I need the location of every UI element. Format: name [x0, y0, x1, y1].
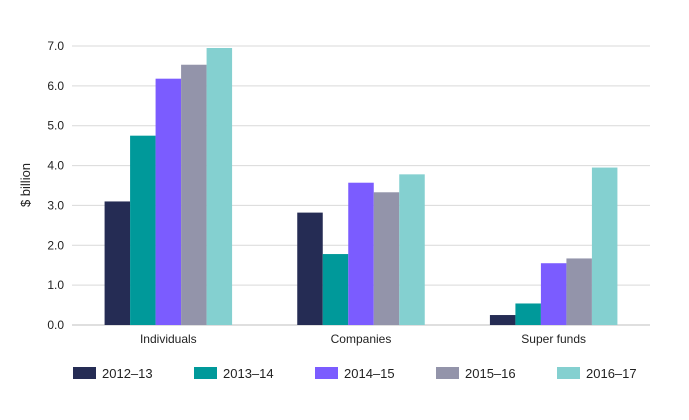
bar [206, 47, 233, 325]
bar [181, 64, 207, 326]
y-tick-label: 5.0 [47, 119, 64, 133]
y-tick-labels: 0.0 1.0 2.0 3.0 4.0 5.0 6.0 7.0 [47, 39, 64, 332]
bar [297, 212, 323, 325]
category-labels: Individuals Companies Super funds [140, 332, 586, 346]
category-label: Individuals [140, 332, 197, 346]
legend-swatch [194, 367, 217, 379]
legend-label: 2015–16 [465, 366, 516, 381]
bar [130, 135, 156, 325]
y-tick-label: 6.0 [47, 79, 64, 93]
y-tick-label: 3.0 [47, 198, 64, 212]
legend-label: 2014–15 [344, 366, 395, 381]
legend-swatch [436, 367, 459, 379]
bar [104, 201, 131, 325]
bar [322, 254, 349, 325]
legend-swatch [315, 367, 338, 379]
y-tick-label: 2.0 [47, 238, 64, 252]
bar [591, 167, 618, 325]
legend-swatch [73, 367, 96, 379]
category-label: Super funds [521, 332, 586, 346]
legend-swatch [557, 367, 580, 379]
legend: 2012–13 2013–14 2014–15 2015–16 2016–17 [73, 366, 637, 381]
bars [104, 47, 618, 326]
y-tick-label: 7.0 [47, 39, 64, 53]
bar [540, 263, 567, 325]
bar [489, 315, 516, 325]
y-tick-label: 0.0 [47, 318, 64, 332]
bar [399, 174, 425, 325]
y-axis-title: $ billion [18, 163, 33, 207]
bar [373, 192, 400, 325]
legend-label: 2016–17 [586, 366, 637, 381]
bar [155, 78, 182, 325]
bar [348, 182, 374, 325]
legend-label: 2013–14 [223, 366, 274, 381]
category-label: Companies [331, 332, 392, 346]
y-tick-label: 4.0 [47, 159, 64, 173]
bar [515, 303, 541, 325]
y-tick-label: 1.0 [47, 278, 64, 292]
bar [566, 258, 592, 325]
legend-label: 2012–13 [102, 366, 153, 381]
